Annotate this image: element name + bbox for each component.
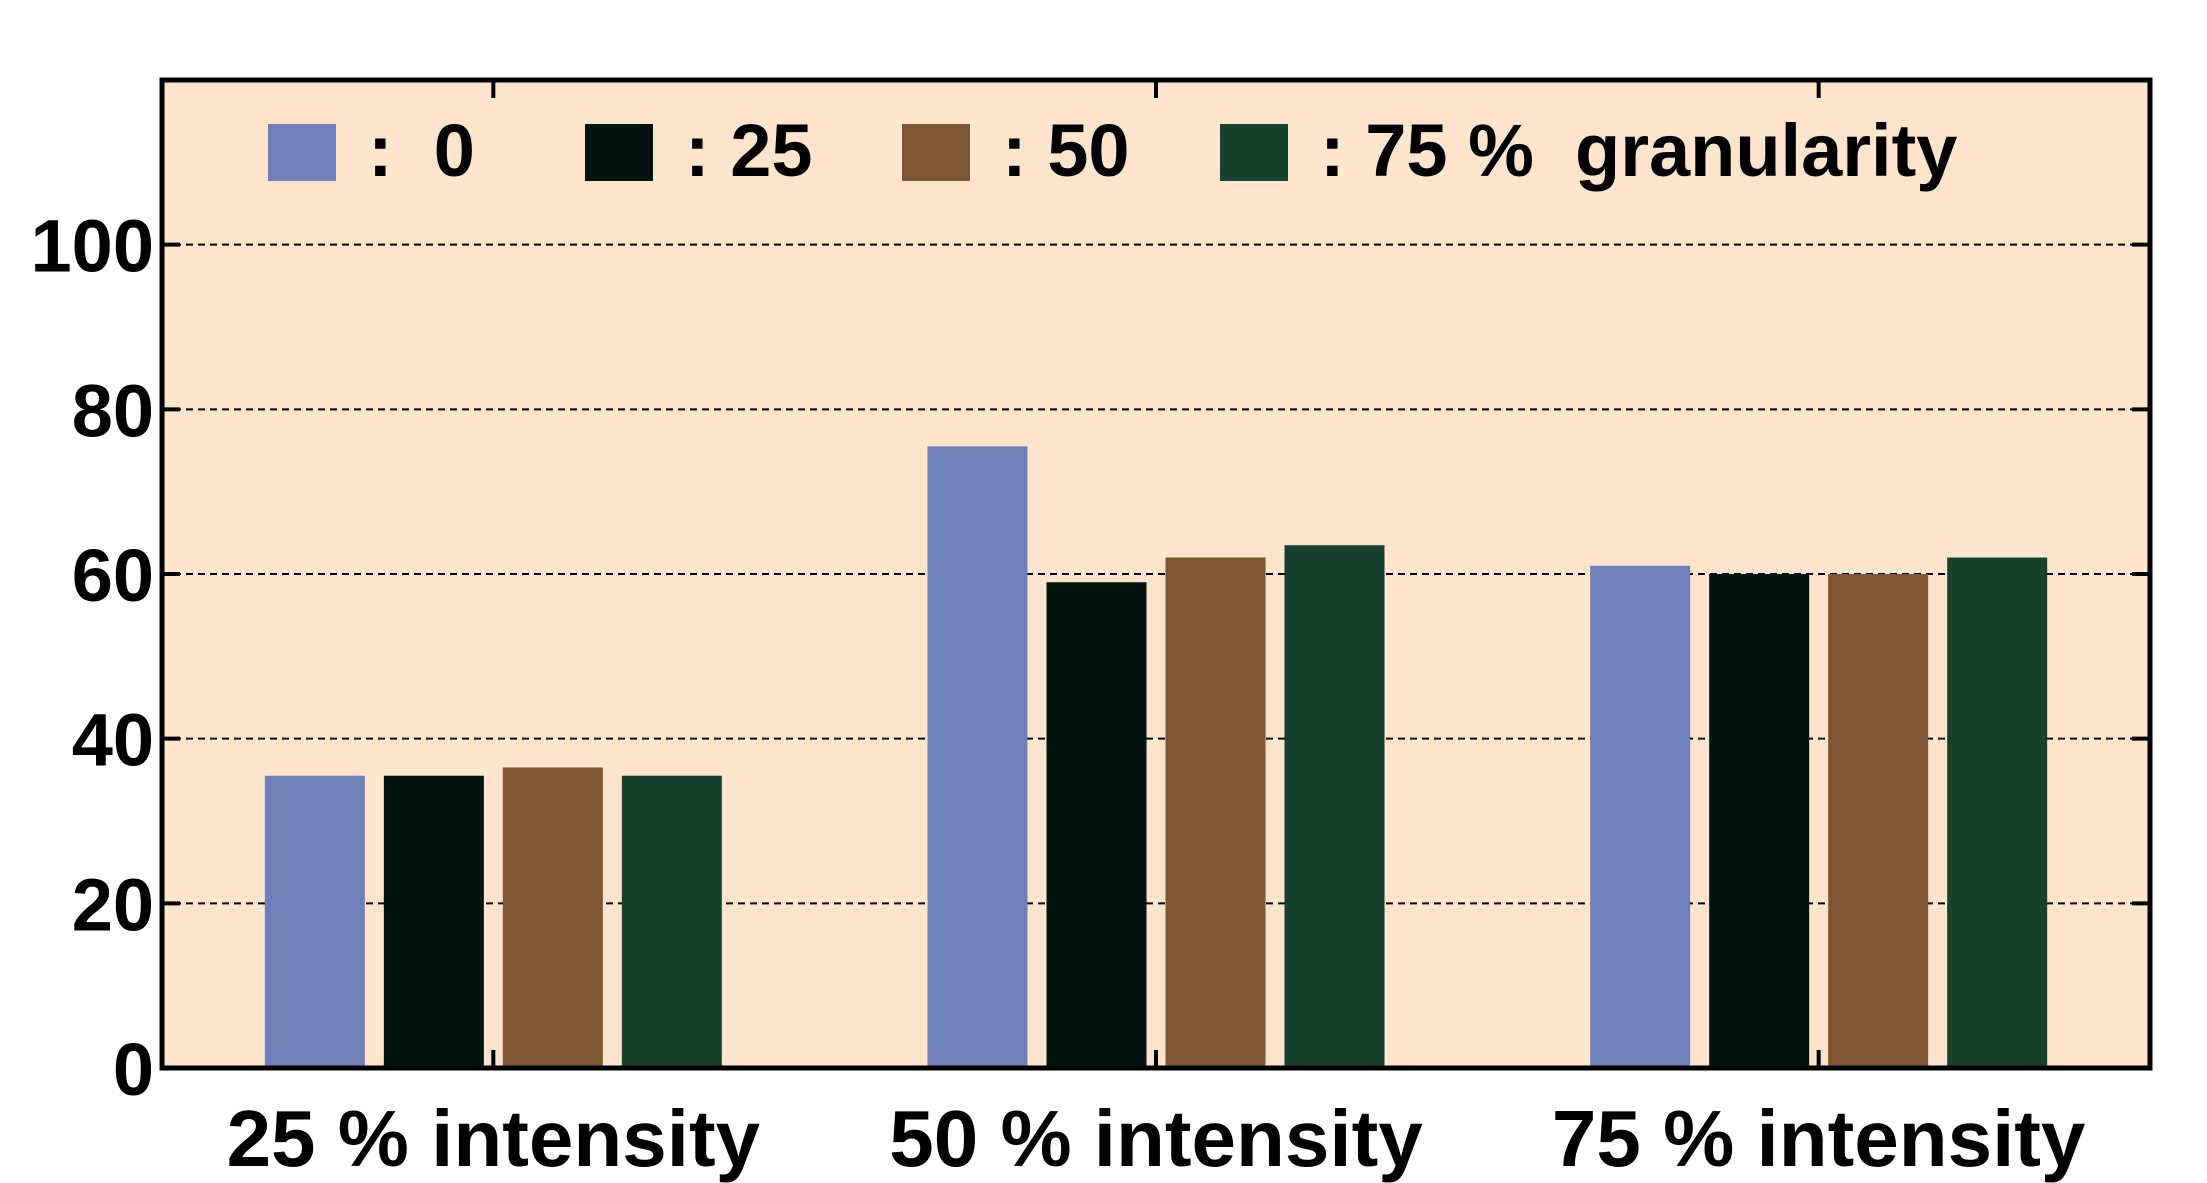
- bar: [1046, 582, 1147, 1068]
- legend-swatch: [585, 124, 653, 181]
- x-category-labels: 25 % intensity 50 % intensity 75 % intensi…: [227, 1094, 2086, 1183]
- bar: [1947, 557, 2048, 1068]
- bar: [1828, 574, 1929, 1068]
- y-tick-label: 20: [72, 863, 154, 946]
- bars: [264, 446, 2048, 1069]
- legend-label: : 50: [1002, 109, 1130, 192]
- bar: [383, 775, 484, 1068]
- bar: [1284, 545, 1385, 1068]
- y-tick-label: 60: [72, 534, 154, 617]
- x-category-label: 25 % intensity: [227, 1094, 761, 1183]
- bar: [264, 775, 365, 1068]
- bar: [927, 446, 1028, 1069]
- bar: [1165, 557, 1266, 1068]
- legend: : 0 : 25 : 50 : 75 % granularity: [268, 109, 1957, 192]
- legend-swatch: [268, 124, 336, 181]
- axis-ticks: [162, 80, 2150, 1070]
- bar: [1590, 565, 1691, 1068]
- legend-swatch: [1220, 124, 1288, 181]
- legend-label: : 75 % granularity: [1320, 109, 1957, 192]
- y-tick-label: 80: [72, 369, 154, 452]
- x-category-label: 75 % intensity: [1552, 1094, 2086, 1183]
- legend-swatch: [902, 124, 970, 181]
- y-tick-label: 100: [31, 205, 154, 288]
- legend-label: : 25: [685, 109, 813, 192]
- y-tick-label: 0: [113, 1028, 154, 1111]
- x-category-label: 50 % intensity: [889, 1094, 1423, 1183]
- bar: [621, 775, 722, 1068]
- bar: [1709, 574, 1810, 1068]
- gridlines: [162, 243, 2150, 905]
- y-tick-labels: 0 20 40 60 80 100: [31, 205, 154, 1111]
- legend-label: : 0: [368, 109, 475, 192]
- bar: [502, 767, 603, 1068]
- y-tick-label: 40: [72, 699, 154, 782]
